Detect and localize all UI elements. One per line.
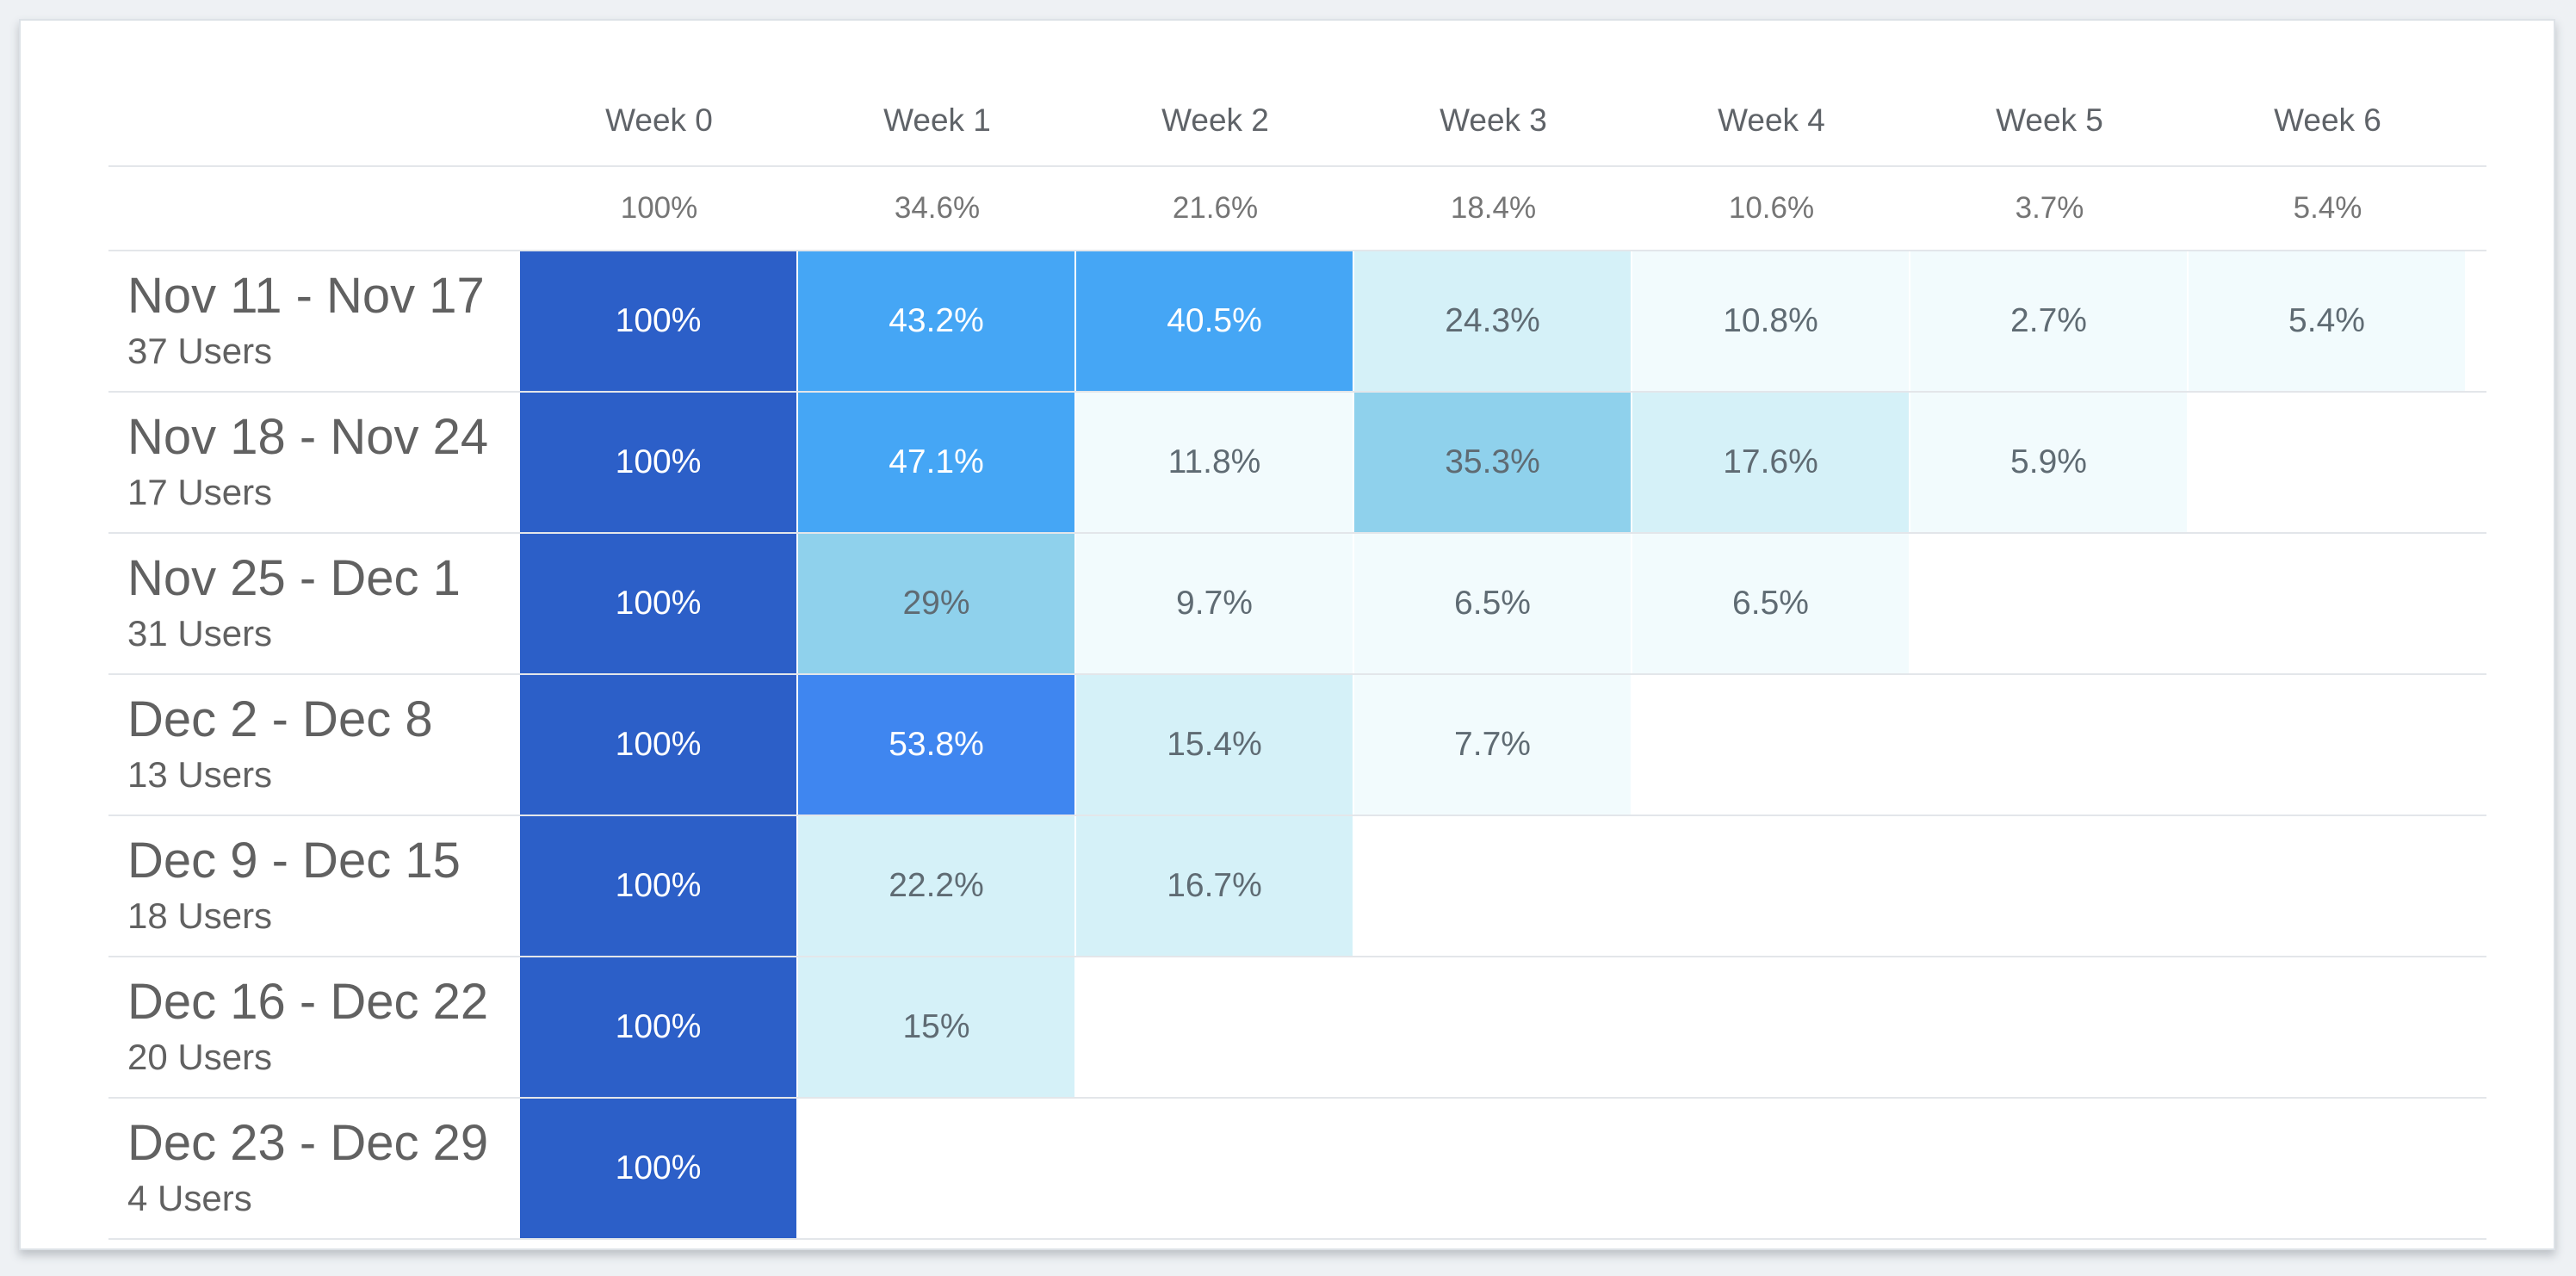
cohort-card: Week 0 Week 1 Week 2 Week 3 Week 4 Week 5 Week… bbox=[19, 19, 2555, 1250]
totals-label-spacer bbox=[108, 167, 520, 250]
retention-cell: 22.2% bbox=[798, 816, 1076, 956]
retention-cell: 100% bbox=[520, 393, 798, 532]
empty-cell bbox=[2189, 1099, 2467, 1238]
cohort-date-range: Dec 23 - Dec 29 bbox=[127, 1115, 489, 1171]
column-header-week-5: Week 5 bbox=[1996, 102, 2103, 138]
retention-cell: 47.1% bbox=[798, 393, 1076, 532]
retention-cell: 7.7% bbox=[1354, 675, 1632, 815]
cohort-date-range: Nov 25 - Dec 1 bbox=[127, 550, 461, 606]
column-header-week-3: Week 3 bbox=[1440, 102, 1547, 138]
cohort-row: Dec 2 - Dec 8 13 Users 100% 53.8% 15.4% 7.7% bbox=[108, 675, 2486, 816]
column-header-week-6: Week 6 bbox=[2274, 102, 2381, 138]
cohort-row: Dec 16 - Dec 22 20 Users 100% 15% bbox=[108, 957, 2486, 1099]
retention-cell: 15.4% bbox=[1076, 675, 1354, 815]
retention-cell: 100% bbox=[520, 251, 798, 391]
total-week-4: 10.6% bbox=[1728, 191, 1815, 225]
cohort-grid: Week 0 Week 1 Week 2 Week 3 Week 4 Week 5 Week… bbox=[108, 72, 2486, 1240]
cohort-row: Nov 25 - Dec 1 31 Users 100% 29% 9.7% 6.5% 6.5… bbox=[108, 534, 2486, 675]
retention-cell: 5.4% bbox=[2189, 251, 2467, 391]
cohort-user-count: 13 Users bbox=[127, 754, 273, 795]
cohort-row: Nov 11 - Nov 17 37 Users 100% 43.2% 40.5% 24.… bbox=[108, 251, 2486, 393]
total-week-2: 21.6% bbox=[1172, 191, 1259, 225]
cohort-user-count: 37 Users bbox=[127, 331, 273, 371]
retention-cell: 2.7% bbox=[1910, 251, 2189, 391]
retention-cell: 6.5% bbox=[1354, 534, 1632, 673]
cohort-row: Dec 23 - Dec 29 4 Users 100% bbox=[108, 1099, 2486, 1240]
retention-cell: 35.3% bbox=[1354, 393, 1632, 532]
total-week-6: 5.4% bbox=[2293, 191, 2362, 225]
retention-cell: 5.9% bbox=[1910, 393, 2189, 532]
empty-cell bbox=[1632, 1099, 1910, 1238]
empty-cell bbox=[1632, 816, 1910, 956]
retention-cell: 100% bbox=[520, 957, 798, 1097]
empty-cell bbox=[798, 1099, 1076, 1238]
column-header-week-2: Week 2 bbox=[1161, 102, 1269, 138]
empty-cell bbox=[1076, 957, 1354, 1097]
cohort-label: Nov 25 - Dec 1 31 Users bbox=[108, 534, 520, 673]
empty-cell bbox=[1632, 957, 1910, 1097]
total-week-0: 100% bbox=[620, 191, 698, 225]
retention-cell: 53.8% bbox=[798, 675, 1076, 815]
cohort-user-count: 18 Users bbox=[127, 895, 273, 936]
retention-cell: 29% bbox=[798, 534, 1076, 673]
header-row: Week 0 Week 1 Week 2 Week 3 Week 4 Week 5 Week… bbox=[108, 72, 2486, 167]
empty-cell bbox=[1910, 534, 2189, 673]
empty-cell bbox=[2189, 534, 2467, 673]
column-header-week-0: Week 0 bbox=[605, 102, 713, 138]
empty-cell bbox=[1910, 957, 2189, 1097]
empty-cell bbox=[1076, 1099, 1354, 1238]
cohort-user-count: 17 Users bbox=[127, 472, 273, 512]
retention-cell: 100% bbox=[520, 675, 798, 815]
cohort-user-count: 31 Users bbox=[127, 613, 273, 653]
retention-cell: 6.5% bbox=[1632, 534, 1910, 673]
retention-cell: 10.8% bbox=[1632, 251, 1910, 391]
empty-cell bbox=[2189, 957, 2467, 1097]
cohort-date-range: Dec 9 - Dec 15 bbox=[127, 833, 461, 889]
header-label-spacer bbox=[108, 72, 520, 165]
cohort-date-range: Dec 16 - Dec 22 bbox=[127, 974, 489, 1030]
retention-cell: 15% bbox=[798, 957, 1076, 1097]
retention-cell: 17.6% bbox=[1632, 393, 1910, 532]
totals-row: 100% 34.6% 21.6% 18.4% 10.6% 3.7% 5.4% bbox=[108, 167, 2486, 251]
retention-cell: 16.7% bbox=[1076, 816, 1354, 956]
retention-cell: 100% bbox=[520, 1099, 798, 1238]
empty-cell bbox=[1632, 675, 1910, 815]
cohort-user-count: 20 Users bbox=[127, 1037, 273, 1077]
retention-cell: 40.5% bbox=[1076, 251, 1354, 391]
retention-cell: 43.2% bbox=[798, 251, 1076, 391]
cohort-row: Dec 9 - Dec 15 18 Users 100% 22.2% 16.7% bbox=[108, 816, 2486, 957]
cohort-label: Nov 11 - Nov 17 37 Users bbox=[108, 251, 520, 391]
retention-cell: 11.8% bbox=[1076, 393, 1354, 532]
cohort-label: Dec 16 - Dec 22 20 Users bbox=[108, 957, 520, 1097]
cohort-date-range: Dec 2 - Dec 8 bbox=[127, 691, 433, 747]
total-week-5: 3.7% bbox=[2015, 191, 2084, 225]
empty-cell bbox=[1910, 675, 2189, 815]
cohort-label: Dec 9 - Dec 15 18 Users bbox=[108, 816, 520, 956]
cohort-label: Nov 18 - Nov 24 17 Users bbox=[108, 393, 520, 532]
empty-cell bbox=[1910, 1099, 2189, 1238]
cohort-label: Dec 23 - Dec 29 4 Users bbox=[108, 1099, 520, 1238]
empty-cell bbox=[2189, 816, 2467, 956]
cohort-label: Dec 2 - Dec 8 13 Users bbox=[108, 675, 520, 815]
cohort-user-count: 4 Users bbox=[127, 1178, 252, 1218]
column-header-week-1: Week 1 bbox=[883, 102, 991, 138]
retention-cell: 9.7% bbox=[1076, 534, 1354, 673]
total-week-3: 18.4% bbox=[1450, 191, 1537, 225]
empty-cell bbox=[2189, 393, 2467, 532]
empty-cell bbox=[1910, 816, 2189, 956]
retention-cell: 24.3% bbox=[1354, 251, 1632, 391]
empty-cell bbox=[1354, 1099, 1632, 1238]
cohort-row: Nov 18 - Nov 24 17 Users 100% 47.1% 11.8% 35.… bbox=[108, 393, 2486, 534]
cohort-date-range: Nov 18 - Nov 24 bbox=[127, 409, 489, 465]
empty-cell bbox=[2189, 675, 2467, 815]
column-header-week-4: Week 4 bbox=[1718, 102, 1825, 138]
cohort-date-range: Nov 11 - Nov 17 bbox=[127, 268, 485, 324]
retention-cell: 100% bbox=[520, 534, 798, 673]
total-week-1: 34.6% bbox=[894, 191, 981, 225]
empty-cell bbox=[1354, 957, 1632, 1097]
retention-cell: 100% bbox=[520, 816, 798, 956]
empty-cell bbox=[1354, 816, 1632, 956]
